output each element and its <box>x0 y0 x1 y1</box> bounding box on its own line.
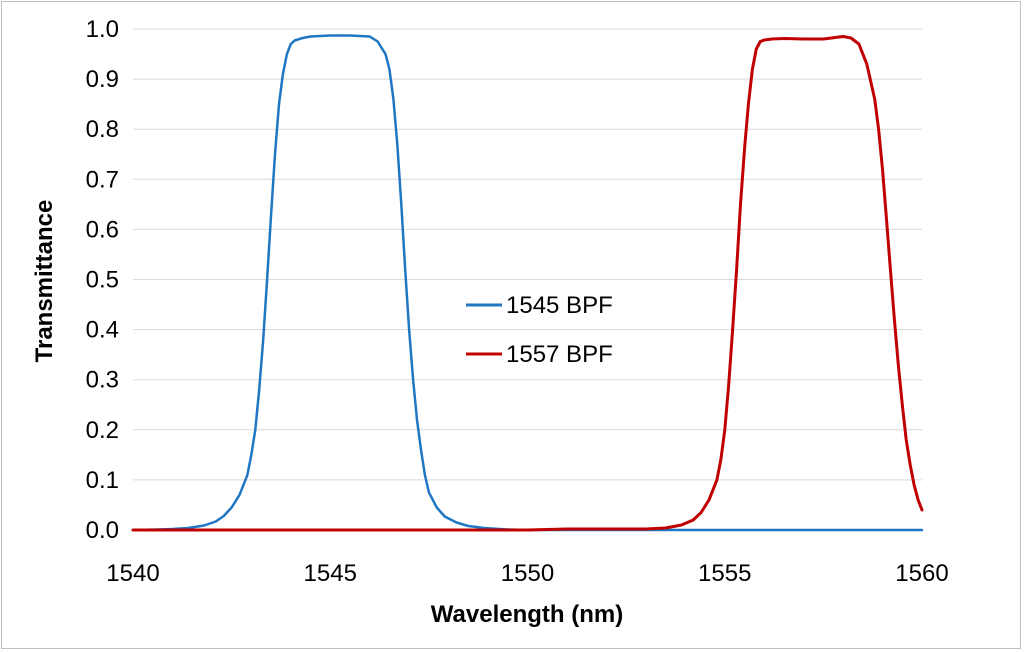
gridlines <box>133 28 922 481</box>
x-tick-label: 1545 <box>304 560 357 587</box>
series-line-1557-bpf <box>131 35 924 532</box>
y-tick-label: 0.6 <box>86 216 119 243</box>
y-tick-label: 0.7 <box>86 166 119 193</box>
legend: 1545 BPF 1557 BPF <box>466 292 613 368</box>
x-axis-title: Wavelength (nm) <box>431 601 623 628</box>
y-tick-label: 0.8 <box>86 116 119 143</box>
y-tick-label: 0.2 <box>86 417 119 444</box>
y-tick-label: 0.0 <box>86 517 119 544</box>
x-tick-label: 1540 <box>106 560 159 587</box>
x-tick-label: 1560 <box>895 560 948 587</box>
series-line-1545-bpf <box>131 34 924 532</box>
x-tick-label: 1555 <box>698 560 751 587</box>
data-series <box>131 34 924 532</box>
y-tick-label: 0.9 <box>86 66 119 93</box>
y-tick-label: 0.4 <box>86 317 119 344</box>
legend-label-1557-bpf: 1557 BPF <box>506 341 613 368</box>
x-tick-label: 1550 <box>501 560 554 587</box>
tick-labels: 0.0 0.1 0.2 0.3 0.4 0.5 0.6 0.7 0.8 0.9 1.0 1540 154… <box>86 16 949 587</box>
y-tick-label: 0.3 <box>86 367 119 394</box>
y-axis-title: Transmittance <box>31 200 58 363</box>
legend-label-1545-bpf: 1545 BPF <box>506 292 613 319</box>
y-tick-label: 0.1 <box>86 467 119 494</box>
y-tick-label: 0.5 <box>86 267 119 294</box>
y-tick-label: 1.0 <box>86 16 119 43</box>
